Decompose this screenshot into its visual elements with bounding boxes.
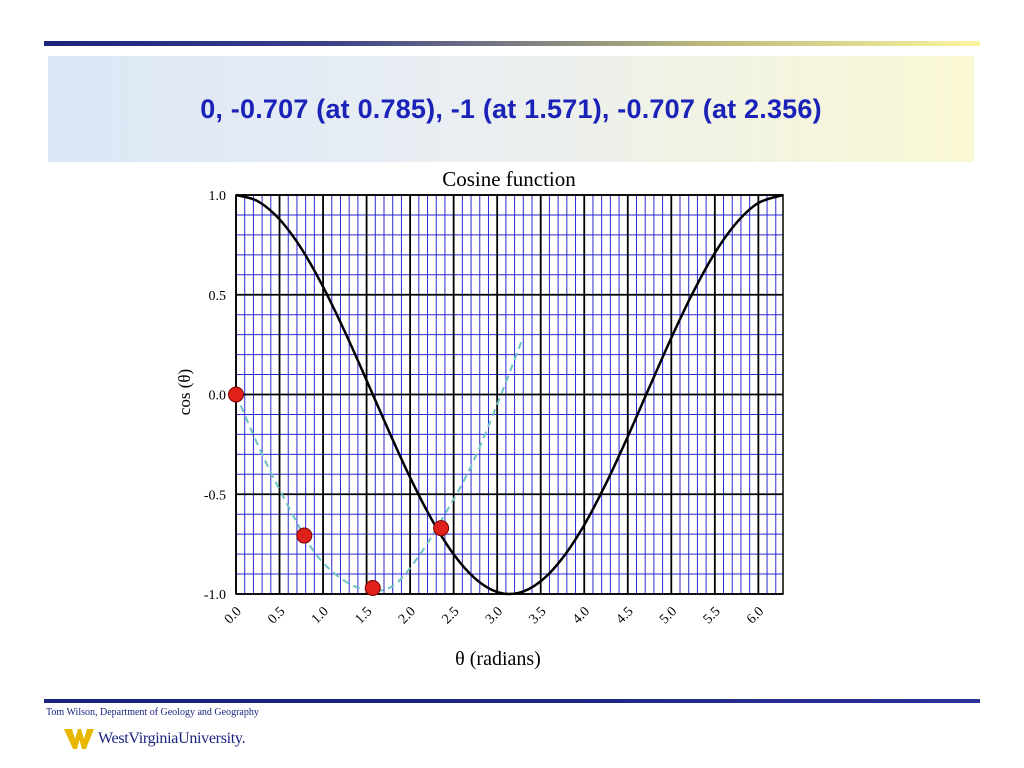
points-layer xyxy=(228,386,450,597)
y-axis-label: cos (θ) xyxy=(175,369,194,415)
x-tick-label: 3.0 xyxy=(483,604,506,627)
x-tick-label: 3.5 xyxy=(527,604,550,627)
series-layer xyxy=(235,193,784,596)
wvu-logo: WestVirginiaUniversity. xyxy=(64,724,246,754)
wvu-flying-wv-icon xyxy=(64,729,94,749)
x-tick-label: 2.5 xyxy=(439,604,462,627)
data-point xyxy=(296,527,313,544)
x-tick-label: 1.0 xyxy=(309,604,332,627)
x-tick-label: 2.0 xyxy=(396,604,419,627)
x-tick-label: 0.5 xyxy=(265,604,288,627)
bottom-rule xyxy=(44,699,980,703)
series-dashed-line xyxy=(235,336,525,592)
y-tick-label: 0.0 xyxy=(209,389,227,404)
wvu-wordmark: WestVirginiaUniversity. xyxy=(98,730,246,747)
y-tick-label: -1.0 xyxy=(204,588,226,603)
top-rule xyxy=(44,41,980,46)
y-tick-label: -0.5 xyxy=(204,488,226,503)
y-tick-label: 1.0 xyxy=(209,189,227,204)
slide-title: 0, -0.707 (at 0.785), -1 (at 1.571), -0.… xyxy=(200,93,822,124)
chart-title: Cosine function xyxy=(442,167,576,191)
x-tick-label: 4.0 xyxy=(570,604,593,627)
title-band: 0, -0.707 (at 0.785), -1 (at 1.571), -0.… xyxy=(48,56,974,162)
x-tick-label: 1.5 xyxy=(352,604,375,627)
x-tick-label: 5.0 xyxy=(657,604,680,627)
footer-credit: Tom Wilson, Department of Geology and Ge… xyxy=(46,707,259,718)
x-tick-label: 0.0 xyxy=(222,604,245,627)
x-axis-label: θ (radians) xyxy=(455,648,541,670)
x-tick-label: 4.5 xyxy=(614,604,637,627)
data-point xyxy=(364,580,381,597)
x-tick-label: 6.0 xyxy=(744,604,767,627)
data-point xyxy=(228,386,244,403)
data-point xyxy=(433,520,450,537)
x-tick-label: 5.5 xyxy=(701,604,724,627)
y-tick-label: 0.5 xyxy=(209,289,227,304)
series-cosine-line xyxy=(235,193,784,596)
